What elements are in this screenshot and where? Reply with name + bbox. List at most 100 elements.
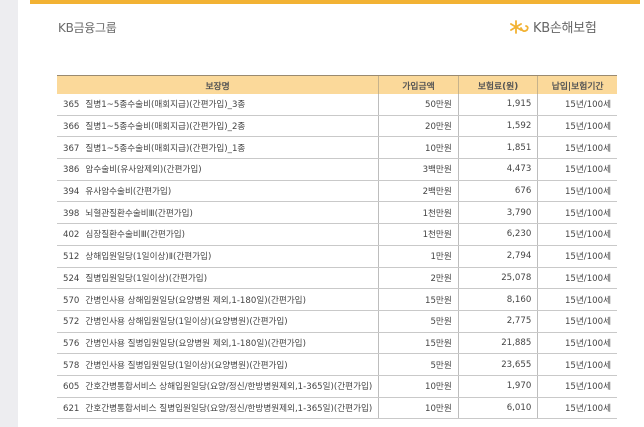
premium-cell: 1,851	[457, 136, 538, 160]
coverage-name: 간병인사용 상해입원일당(1일이상)(요양병원)(간편가입)	[85, 317, 288, 328]
table-row: 366 질병1~5종수술비(매회지급)(간편가입)_2종 20만원 1,592 15년/…	[57, 115, 617, 138]
coverage-code: 572	[63, 317, 80, 328]
amount-cell: 2백만원	[378, 180, 459, 203]
table-row: 367 질병1~5종수술비(매회지급)(간편가입)_1종 10만원 1,851 15년/…	[57, 136, 617, 160]
amount-cell: 1만원	[378, 245, 459, 268]
coverage-code: 366	[63, 122, 80, 133]
period-cell: 15년/100세	[537, 288, 617, 311]
coverage-name: 간호간병통합서비스 질병입원일당(요양/정신/한방병원제외,1-365일)(간편…	[85, 403, 373, 414]
coverage-name: 질병1~5종수술비(매회지급)(간편가입)_3종	[85, 100, 246, 111]
coverage-code: 402	[63, 230, 80, 241]
coverage-name-cell: 572 간병인사용 상해입원일당(1일이상)(요양병원)(간편가입)	[57, 310, 379, 333]
period-cell: 15년/100세	[537, 397, 617, 420]
coverage-name: 상해입원일당(1일이상)Ⅱ(간편가입)	[85, 252, 212, 263]
column-header-premium: 보험료(원)	[457, 75, 538, 94]
coverage-code: 512	[63, 252, 80, 263]
kb-star-logo-icon	[510, 19, 529, 34]
amount-cell: 10만원	[378, 136, 459, 160]
table-row: 576 간병인사용 질병입원일당(요양병원 제외,1-180일)(간편가입) 15만…	[57, 332, 617, 355]
company-brand: KB손해보험	[510, 17, 597, 36]
coverage-name: 질병1~5종수술비(매회지급)(간편가입)_1종	[85, 143, 246, 154]
column-header-amount: 가입금액	[378, 75, 459, 94]
coverage-name-cell: 366 질병1~5종수술비(매회지급)(간편가입)_2종	[57, 115, 379, 138]
table-row: 365 질병1~5종수술비(매회지급)(간편가입)_3종 50만원 1,915 15년/…	[57, 94, 617, 116]
table-header-row: 보장명 가입금액 보험료(원) 납입|보험기간	[57, 75, 617, 94]
coverage-code: 398	[63, 208, 80, 219]
period-cell: 15년/100세	[537, 94, 617, 116]
period-cell: 15년/100세	[537, 353, 617, 376]
company-name: KB손해보험	[533, 21, 597, 36]
coverage-name-cell: 398 뇌혈관질환수술비Ⅲ(간편가입)	[57, 201, 379, 225]
premium-cell: 676	[457, 180, 538, 203]
coverage-name: 간병인사용 상해입원일당(요양병원 제외,1-180일)(간편가입)	[85, 295, 306, 306]
table-row: 394 유사암수술비(간편가입) 2백만원 676 15년/100세	[57, 180, 617, 203]
table-row: 398 뇌혈관질환수술비Ⅲ(간편가입) 1천만원 3,790 15년/100세	[57, 201, 617, 225]
period-cell: 15년/100세	[537, 201, 617, 225]
coverage-name-cell: 524 질병입원일당(1일이상)(간편가입)	[57, 267, 379, 290]
coverage-name: 암수술비(유사암제외)(간편가입)	[85, 165, 202, 176]
premium-cell: 1,970	[457, 375, 538, 398]
coverage-name: 간호간병통합서비스 상해입원일당(요양/정신/한방병원제외,1-365일)(간편…	[85, 382, 373, 393]
coverage-code: 367	[63, 143, 80, 154]
coverage-code: 365	[63, 100, 80, 111]
period-cell: 15년/100세	[537, 332, 617, 355]
amount-cell: 10만원	[378, 397, 459, 420]
document-page: KB금융그룹 KB손해보험 보장명 가입금액 보험료(원) 납입|보험기간 36…	[18, 0, 644, 427]
coverage-code: 386	[63, 165, 80, 176]
amount-cell: 1천만원	[378, 201, 459, 225]
amount-cell: 15만원	[378, 288, 459, 311]
coverage-name: 간병인사용 질병입원일당(1일이상)(요양병원)(간편가입)	[85, 360, 288, 371]
amount-cell: 3백만원	[378, 158, 459, 181]
column-header-coverage-name: 보장명	[57, 75, 379, 94]
coverage-name-cell: 605 간호간병통합서비스 상해입원일당(요양/정신/한방병원제외,1-365일)…	[57, 375, 379, 398]
accent-top-bar	[30, 0, 640, 4]
premium-cell: 2,775	[457, 310, 538, 333]
premium-cell: 23,655	[457, 353, 538, 376]
premium-cell: 25,078	[457, 267, 538, 290]
coverage-name-cell: 402 심장질환수술비Ⅲ(간편가입)	[57, 223, 379, 246]
amount-cell: 5만원	[378, 310, 459, 333]
amount-cell: 15만원	[378, 332, 459, 355]
premium-cell: 4,473	[457, 158, 538, 181]
amount-cell: 10만원	[378, 375, 459, 398]
coverage-name-cell: 394 유사암수술비(간편가입)	[57, 180, 379, 203]
coverage-name: 질병입원일당(1일이상)(간편가입)	[85, 273, 208, 284]
coverage-code: 605	[63, 382, 80, 393]
table-row: 386 암수술비(유사암제외)(간편가입) 3백만원 4,473 15년/100세	[57, 158, 617, 181]
table-row: 512 상해입원일당(1일이상)Ⅱ(간편가입) 1만원 2,794 15년/100세	[57, 245, 617, 268]
coverage-name-cell: 570 간병인사용 상해입원일당(요양병원 제외,1-180일)(간편가입)	[57, 288, 379, 311]
period-cell: 15년/100세	[537, 245, 617, 268]
coverage-name-cell: 578 간병인사용 질병입원일당(1일이상)(요양병원)(간편가입)	[57, 353, 379, 376]
coverage-name: 질병1~5종수술비(매회지급)(간편가입)_2종	[85, 122, 246, 133]
period-cell: 15년/100세	[537, 375, 617, 398]
premium-cell: 8,160	[457, 288, 538, 311]
coverage-name: 뇌혈관질환수술비Ⅲ(간편가입)	[85, 208, 193, 219]
amount-cell: 20만원	[378, 115, 459, 138]
coverage-name-cell: 512 상해입원일당(1일이상)Ⅱ(간편가입)	[57, 245, 379, 268]
table-row: 605 간호간병통합서비스 상해입원일당(요양/정신/한방병원제외,1-365일)…	[57, 375, 617, 398]
coverage-name: 심장질환수술비Ⅲ(간편가입)	[85, 230, 186, 241]
coverage-code: 578	[63, 360, 80, 371]
premium-cell: 1,915	[457, 94, 538, 116]
coverage-name-cell: 367 질병1~5종수술비(매회지급)(간편가입)_1종	[57, 136, 379, 160]
coverage-code: 621	[63, 403, 80, 414]
coverage-code: 394	[63, 187, 80, 198]
coverage-table: 보장명 가입금액 보험료(원) 납입|보험기간 365 질병1~5종수술비(매회지…	[57, 75, 617, 420]
period-cell: 15년/100세	[537, 158, 617, 181]
premium-cell: 21,885	[457, 332, 538, 355]
coverage-name-cell: 576 간병인사용 질병입원일당(요양병원 제외,1-180일)(간편가입)	[57, 332, 379, 355]
period-cell: 15년/100세	[537, 136, 617, 160]
table-row: 524 질병입원일당(1일이상)(간편가입) 2만원 25,078 15년/100세	[57, 267, 617, 290]
table-row: 402 심장질환수술비Ⅲ(간편가입) 1천만원 6,230 15년/100세	[57, 223, 617, 246]
coverage-code: 524	[63, 273, 80, 284]
amount-cell: 50만원	[378, 94, 459, 116]
period-cell: 15년/100세	[537, 115, 617, 138]
table-row: 572 간병인사용 상해입원일당(1일이상)(요양병원)(간편가입) 5만원 2,77…	[57, 310, 617, 333]
column-header-period: 납입|보험기간	[537, 75, 617, 94]
amount-cell: 2만원	[378, 267, 459, 290]
coverage-code: 576	[63, 338, 80, 349]
period-cell: 15년/100세	[537, 223, 617, 246]
period-cell: 15년/100세	[537, 267, 617, 290]
period-cell: 15년/100세	[537, 180, 617, 203]
coverage-name-cell: 386 암수술비(유사암제외)(간편가입)	[57, 158, 379, 181]
